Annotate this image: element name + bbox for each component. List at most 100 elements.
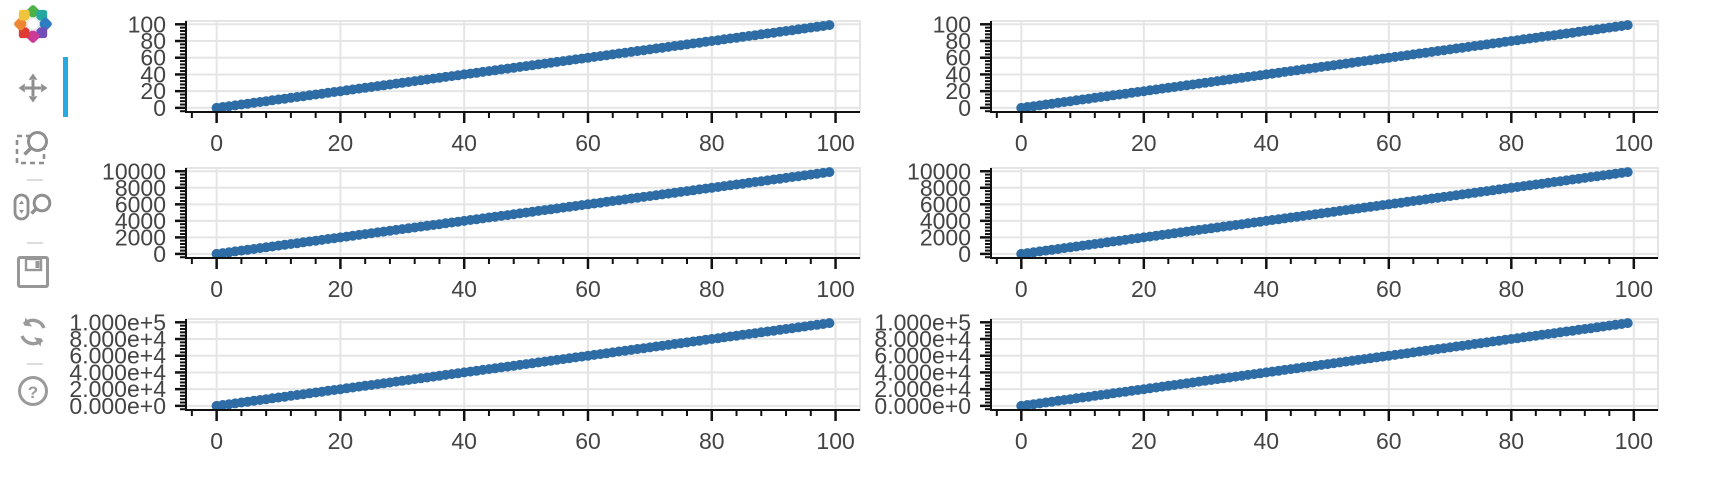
x-tick-label: 0	[210, 130, 223, 156]
x-tick-label: 20	[1131, 428, 1157, 454]
bokeh-logo[interactable]	[0, 4, 66, 44]
scatter-point	[1622, 318, 1633, 329]
y-tick-label: 1.000e+5	[69, 309, 166, 335]
x-tick-label: 60	[575, 130, 601, 156]
figure-r3c2: 0 20 40 60 80 100 0.000e+02.000e+44.000e+46.00…	[874, 309, 1659, 454]
y-tick-label: 1.000e+5	[874, 309, 971, 335]
figure-r3c2-canvas[interactable]	[991, 319, 1658, 410]
y-tick-label: 4.000e+4	[69, 359, 166, 385]
y-tick-label: 60	[945, 45, 971, 71]
y-tick-label: 8000	[920, 175, 971, 201]
figure-r1c2-canvas[interactable]	[991, 21, 1658, 112]
x-tick-label: 100	[816, 130, 854, 156]
y-tick-label: 0	[958, 241, 971, 267]
scatter-point	[824, 167, 835, 178]
figure-r3c1: 0 20 40 60 80 100 0.000e+02.000e+44.000e+46.00…	[69, 309, 861, 454]
x-tick-label: 60	[1376, 428, 1402, 454]
y-tick-label: 0.000e+0	[69, 393, 166, 419]
x-tick-label: 80	[699, 428, 725, 454]
y-tick-label: 80	[140, 28, 166, 54]
save-icon	[17, 256, 49, 288]
y-tick-label: 100	[128, 11, 166, 37]
x-tick-label: 80	[699, 276, 725, 302]
scatter-series	[211, 20, 835, 113]
reset-icon	[20, 317, 46, 347]
scatter-point	[824, 20, 835, 31]
y-tick-label: 6000	[920, 191, 971, 217]
y-tick-label: 6.000e+4	[874, 343, 971, 369]
scatter-series	[1016, 167, 1633, 259]
x-tick-label: 0	[1015, 130, 1028, 156]
scatter-point	[1622, 20, 1633, 31]
scatter-series	[1016, 20, 1633, 113]
box-zoom-icon	[15, 131, 48, 165]
box-zoom-tool-button[interactable]	[0, 128, 66, 166]
save-tool-button[interactable]	[0, 255, 66, 289]
y-tick-label: 2000	[920, 224, 971, 250]
y-tick-label: 20	[140, 78, 166, 104]
y-tick-label: 4000	[920, 208, 971, 234]
scatter-series	[211, 167, 835, 259]
x-tick-label: 80	[1499, 130, 1525, 156]
scatter-point	[824, 318, 835, 329]
figure-r3c1-canvas[interactable]	[186, 319, 860, 410]
y-tick-label: 80	[945, 28, 971, 54]
figure-r2c2-canvas[interactable]	[991, 168, 1658, 258]
x-tick-label: 20	[1131, 276, 1157, 302]
x-tick-label: 20	[328, 276, 354, 302]
pan-icon	[18, 73, 48, 103]
y-tick-label: 4.000e+4	[874, 359, 971, 385]
y-tick-label: 6.000e+4	[69, 343, 166, 369]
x-tick-label: 100	[816, 276, 854, 302]
y-tick-label: 10000	[907, 158, 971, 184]
y-tick-label: 40	[140, 61, 166, 87]
x-tick-label: 100	[1615, 428, 1653, 454]
reset-tool-button[interactable]	[0, 316, 66, 348]
scatter-series	[211, 318, 835, 411]
x-tick-label: 20	[328, 428, 354, 454]
y-tick-label: 2000	[115, 224, 166, 250]
x-tick-label: 60	[575, 428, 601, 454]
x-tick-label: 0	[210, 276, 223, 302]
wheel-zoom-tool-button[interactable]	[0, 193, 66, 221]
help-icon: ?	[18, 376, 48, 406]
toolbar: ?	[0, 0, 70, 480]
y-tick-label: 4000	[115, 208, 166, 234]
x-tick-label: 60	[1376, 130, 1402, 156]
x-tick-label: 40	[1254, 276, 1280, 302]
y-tick-label: 0.000e+0	[874, 393, 971, 419]
x-tick-label: 100	[1615, 130, 1653, 156]
x-tick-label: 40	[451, 130, 477, 156]
active-tool-indicator	[63, 57, 68, 117]
y-tick-label: 8000	[115, 175, 166, 201]
y-tick-label: 0	[153, 95, 166, 121]
y-tick-label: 0	[958, 95, 971, 121]
y-tick-label: 40	[945, 61, 971, 87]
figure-r1c1-canvas[interactable]	[186, 21, 860, 112]
x-tick-label: 80	[699, 130, 725, 156]
toolbar-divider	[27, 242, 43, 244]
pan-tool-button[interactable]	[0, 72, 66, 104]
x-tick-label: 0	[210, 428, 223, 454]
scatter-series	[1016, 318, 1633, 411]
y-tick-label: 6000	[115, 191, 166, 217]
toolbar-divider	[27, 363, 43, 365]
y-tick-label: 8.000e+4	[874, 326, 971, 352]
figure-r2c1-canvas[interactable]	[186, 168, 860, 258]
y-tick-label: 0	[153, 241, 166, 267]
x-tick-label: 0	[1015, 276, 1028, 302]
x-tick-label: 80	[1499, 276, 1525, 302]
wheel-zoom-icon	[13, 193, 52, 221]
help-tool-button[interactable]: ?	[0, 375, 66, 407]
x-tick-label: 20	[1131, 130, 1157, 156]
x-tick-label: 0	[1015, 428, 1028, 454]
x-tick-label: 100	[1615, 276, 1653, 302]
y-tick-label: 20	[945, 78, 971, 104]
scatter-point	[1622, 167, 1633, 178]
x-tick-label: 100	[816, 428, 854, 454]
y-tick-label: 2.000e+4	[874, 376, 971, 402]
